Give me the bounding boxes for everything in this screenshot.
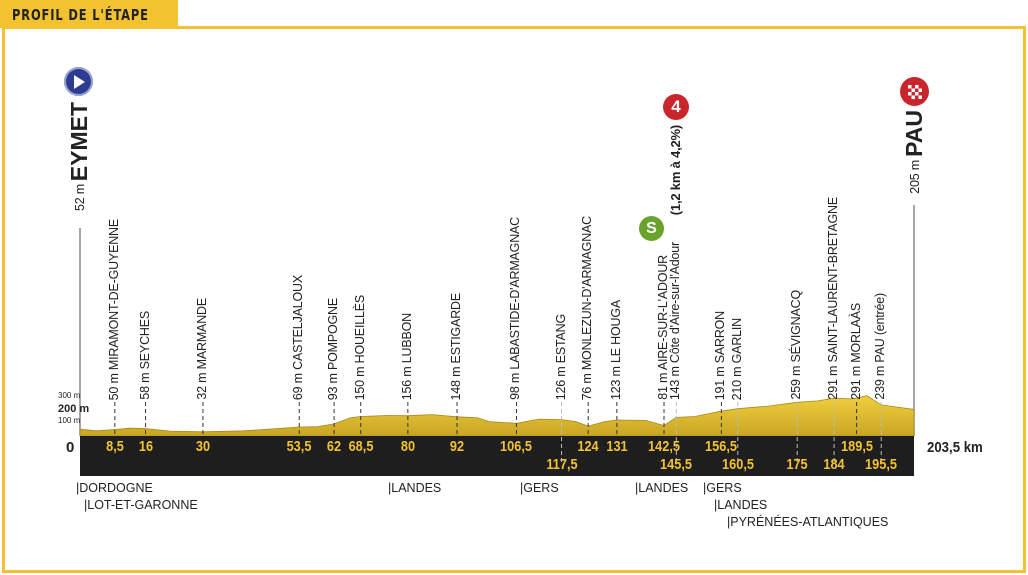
department-label: |LANDES: [714, 498, 768, 512]
department-label: |PYRÉNÉES-ATLANTIQUES: [727, 515, 889, 529]
waypoint-label: 239 m PAU (entrée): [873, 293, 888, 400]
total-distance: 203,5 km: [927, 439, 983, 456]
y-tick-200: 200 m: [58, 403, 90, 415]
km-label: 117,5: [545, 456, 578, 473]
waypoint-label: 148 m ESTIGARDE: [449, 292, 464, 400]
distance-band: [80, 436, 914, 476]
waypoint-label: 210 m GARLIN: [729, 317, 744, 400]
waypoint-label: 93 m POMPOGNE: [326, 297, 341, 400]
km-label: 145,5: [660, 456, 693, 473]
km-label: 195,5: [865, 456, 898, 473]
elevation-area: [79, 395, 915, 437]
km-label: 53,5: [286, 438, 312, 455]
waypoint-label: 58 m SEYCHES: [137, 311, 152, 400]
finish-town: PAU: [901, 110, 927, 157]
waypoint-label: 291 m SAINT-LAURENT-BRETAGNE: [826, 197, 841, 400]
km-label: 30: [195, 438, 211, 455]
start-altitude: 52 m: [73, 184, 87, 211]
waypoint-label: 259 m SÉVIGNACQ: [789, 290, 804, 400]
km-label: 80: [400, 438, 415, 455]
km-label: 68,5: [348, 438, 374, 455]
waypoint-label: 50 m MIRAMONT-DE-GUYENNE: [106, 218, 121, 400]
km-label: 124: [577, 438, 599, 455]
km-label: 16: [138, 438, 153, 455]
km-label: 131: [606, 438, 628, 455]
km-label: 184: [823, 456, 845, 473]
km-label: 160,5: [721, 456, 754, 473]
department-label: |LOT-ET-GARONNE: [84, 498, 198, 512]
department-label: |LANDES: [635, 481, 689, 495]
waypoint-label: 143 m Côte d'Aire-sur-l'Adour: [668, 241, 683, 400]
km-label: 142,5: [648, 438, 680, 455]
waypoint-label: 191 m SARRON: [713, 310, 728, 400]
climb-category: 4: [671, 97, 681, 116]
department-label: |GERS: [703, 481, 742, 495]
waypoint-label: 150 m HOUEILLÈS: [352, 294, 367, 400]
km-label: 62: [326, 438, 342, 455]
km-label: 175: [786, 456, 808, 473]
finish-checkered-icon: [900, 77, 929, 106]
page-title: PROFIL DE L'ÉTAPE: [12, 6, 149, 24]
waypoint-label: 69 m CASTELJALOUX: [291, 274, 306, 400]
finish-altitude: 205 m: [908, 160, 922, 194]
sprint-icon: S: [639, 216, 664, 241]
y-tick-100: 100 m: [58, 416, 81, 425]
start-play-icon: [64, 67, 93, 96]
waypoint-label: 32 m MARMANDE: [194, 298, 209, 400]
waypoint-label: 76 m MONLEZUN-D'ARMAGNAC: [580, 215, 595, 400]
start-town: EYMET: [66, 102, 92, 182]
waypoint-label: 291 m MORLAÀS: [848, 303, 863, 400]
y-tick-300: 300 m: [58, 391, 81, 400]
climb-detail: (1,2 km à 4,2%): [668, 125, 683, 216]
km-label: 106,5: [500, 438, 533, 455]
km-label: 189,5: [840, 438, 873, 455]
waypoint-label: 126 m ESTANG: [553, 313, 568, 400]
department-label: |DORDOGNE: [76, 481, 153, 495]
climb-category-4-icon: 4: [663, 94, 689, 120]
sprint-label: S: [646, 219, 657, 237]
header-tab: PROFIL DE L'ÉTAPE: [0, 0, 178, 28]
waypoint-label: 98 m LABASTIDE-D'ARMAGNAC: [508, 217, 523, 400]
department-label: |GERS: [520, 481, 559, 495]
km-label: 92: [449, 438, 465, 455]
km-label: 156,5: [705, 438, 738, 455]
waypoint-label: 156 m LUBBON: [399, 312, 414, 400]
frame-border: [2, 26, 1026, 573]
waypoint-label: 123 m LE HOUGA: [608, 299, 623, 400]
km-label: 8,5: [105, 438, 124, 455]
department-label: |LANDES: [388, 481, 442, 495]
y-tick-0: 0: [66, 439, 75, 456]
